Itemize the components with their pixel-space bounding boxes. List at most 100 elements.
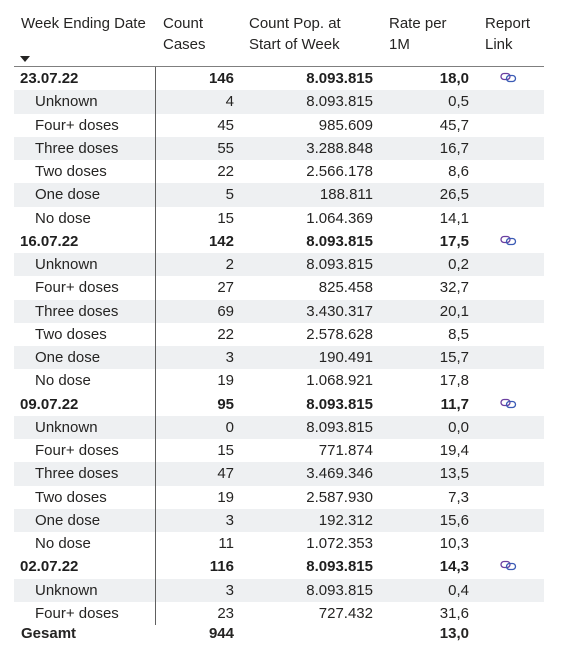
cell-count-pop: 2.587.930 [306, 488, 373, 506]
cell-count-cases: 11 [218, 535, 234, 552]
cell-count-cases: 142 [208, 232, 234, 250]
header-count-cases[interactable]: Count Cases [163, 13, 206, 55]
link-icon[interactable] [500, 72, 517, 83]
cell-rate: 0,2 [448, 256, 469, 273]
cell-count-pop: 8.093.815 [306, 232, 373, 250]
table-row[interactable]: Unknown 0 8.093.815 0,0 [14, 415, 544, 439]
row-label: Four+ doses [35, 604, 119, 622]
cell-rate: 10,3 [439, 535, 469, 552]
link-icon[interactable] [500, 398, 517, 409]
cell-count-pop: 727.432 [318, 604, 373, 622]
cell-count-cases: 47 [217, 465, 234, 483]
row-label: Four+ doses [35, 116, 119, 134]
cell-count-pop: 2.566.178 [306, 163, 373, 180]
header-rate-line1: Rate per [389, 15, 447, 32]
table-row[interactable]: Two doses 22 2.566.178 8,6 [14, 160, 544, 183]
cell-count-cases: 2 [225, 256, 234, 273]
row-label: Unknown [35, 256, 98, 273]
group-row[interactable]: 16.07.22 142 8.093.815 17,5 [14, 230, 544, 253]
cell-rate: 31,6 [439, 604, 469, 622]
cell-rate: 19,4 [439, 442, 469, 459]
cell-count-pop: 771.874 [318, 442, 373, 459]
cell-count-pop: 8.093.815 [306, 581, 373, 599]
group-row[interactable]: 09.07.22 95 8.093.815 11,7 [14, 393, 544, 416]
row-label: 09.07.22 [20, 395, 79, 413]
cell-count-cases: 4 [225, 93, 234, 111]
header-week-ending-date[interactable]: Week Ending Date [21, 13, 146, 34]
table-row[interactable]: Three doses 55 3.288.848 16,7 [14, 136, 544, 160]
table-header: Week Ending Date Count Cases Count Pop. … [0, 0, 578, 66]
table-row[interactable]: No dose 15 1.064.369 14,1 [14, 207, 544, 230]
cell-rate: 32,7 [439, 279, 469, 297]
table-row[interactable]: Three doses 47 3.469.346 13,5 [14, 462, 544, 486]
cell-count-cases: 23 [217, 604, 234, 622]
link-icon[interactable] [500, 560, 517, 571]
cell-count-cases: 116 [209, 558, 234, 576]
table-row[interactable]: Four+ doses 23 727.432 31,6 [14, 602, 544, 625]
cell-rate: 17,5 [439, 232, 469, 250]
total-cases: 944 [208, 625, 234, 642]
cell-rate: 16,7 [439, 139, 469, 157]
link-icon[interactable] [500, 235, 517, 246]
cell-rate: 13,5 [439, 465, 469, 483]
cell-rate: 0,5 [448, 93, 469, 111]
cell-count-cases: 22 [217, 163, 234, 180]
header-rate-per-1m[interactable]: Rate per 1M [389, 13, 447, 55]
cell-count-pop: 192.312 [318, 511, 373, 529]
cell-count-cases: 22 [217, 325, 234, 343]
cell-rate: 15,6 [439, 511, 469, 529]
cell-count-pop: 1.068.921 [306, 372, 373, 390]
header-link-line1: Report [485, 15, 531, 32]
cell-count-cases: 0 [225, 418, 234, 436]
cell-rate: 15,7 [439, 349, 469, 366]
row-label: 16.07.22 [20, 232, 79, 250]
cell-rate: 14,1 [439, 209, 469, 227]
row-label: Three doses [35, 302, 119, 320]
cell-count-pop: 3.430.317 [306, 302, 373, 320]
table-row[interactable]: Unknown 2 8.093.815 0,2 [14, 253, 544, 277]
table-row[interactable]: Four+ doses 27 825.458 32,7 [14, 276, 544, 299]
table-row[interactable]: One dose 3 190.491 15,7 [14, 346, 544, 370]
cell-count-pop: 190.491 [318, 349, 373, 366]
table-row[interactable]: No dose 11 1.072.353 10,3 [14, 532, 544, 555]
table-row[interactable]: Four+ doses 15 771.874 19,4 [14, 439, 544, 462]
cell-count-pop: 3.288.848 [306, 139, 373, 157]
header-report-link[interactable]: Report Link [485, 13, 530, 55]
table-row[interactable]: Three doses 69 3.430.317 20,1 [14, 299, 544, 323]
row-label: Unknown [35, 93, 98, 111]
table-row[interactable]: One dose 3 192.312 15,6 [14, 508, 544, 532]
row-label: Two doses [35, 163, 107, 180]
total-rate: 13,0 [439, 625, 469, 642]
header-pop-line2: Start of Week [249, 36, 340, 53]
cell-count-pop: 8.093.815 [306, 70, 373, 87]
table-row[interactable]: Unknown 3 8.093.815 0,4 [14, 578, 544, 602]
cell-count-cases: 15 [217, 442, 234, 459]
cell-rate: 26,5 [439, 186, 469, 204]
cell-count-pop: 8.093.815 [306, 93, 373, 111]
header-count-pop[interactable]: Count Pop. at Start of Week [249, 13, 341, 55]
cell-count-cases: 5 [225, 186, 234, 204]
cell-count-pop: 8.093.815 [306, 558, 373, 576]
row-label: Three doses [35, 139, 119, 157]
group-row[interactable]: 23.07.22 146 8.093.815 18,0 [14, 67, 544, 90]
sort-descending-icon[interactable] [20, 56, 30, 62]
cell-count-pop: 3.469.346 [306, 465, 373, 483]
cell-count-pop: 188.811 [319, 186, 373, 204]
cell-count-cases: 3 [225, 511, 234, 529]
table-row[interactable]: Unknown 4 8.093.815 0,5 [14, 90, 544, 114]
cell-count-cases: 15 [217, 209, 234, 227]
row-label: Three doses [35, 465, 119, 483]
group-row[interactable]: 02.07.22 116 8.093.815 14,3 [14, 555, 544, 578]
table-row[interactable]: Two doses 22 2.578.628 8,5 [14, 323, 544, 346]
table-row[interactable]: Four+ doses 45 985.609 45,7 [14, 114, 544, 137]
row-label: Four+ doses [35, 279, 119, 297]
table-row[interactable]: No dose 19 1.068.921 17,8 [14, 369, 544, 392]
row-label: No dose [35, 209, 91, 227]
row-label: No dose [35, 535, 91, 552]
table-row[interactable]: One dose 5 188.811 26,5 [14, 183, 544, 207]
table-row[interactable]: Two doses 19 2.587.930 7,3 [14, 486, 544, 509]
row-label: One dose [35, 186, 101, 204]
cell-count-cases: 19 [217, 372, 234, 390]
row-label: Unknown [35, 581, 98, 599]
row-label: No dose [35, 372, 91, 390]
